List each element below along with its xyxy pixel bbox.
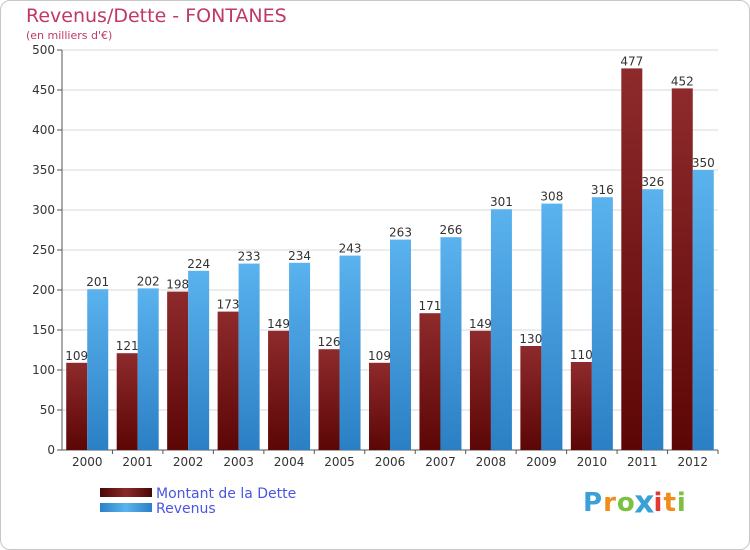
- data-label-debt-2002: 198: [166, 278, 189, 292]
- legend-label-revenue: Revenus: [156, 501, 216, 517]
- logo-letter: r: [603, 488, 617, 518]
- proxiti-logo: Proxiti: [583, 485, 687, 521]
- y-tick-label-250: 250: [32, 243, 55, 257]
- x-tick-label-2005: 2005: [324, 455, 355, 469]
- data-label-revenue-2007: 266: [440, 223, 463, 237]
- data-label-revenue-2010: 316: [591, 183, 614, 197]
- data-label-debt-2008: 149: [469, 317, 492, 331]
- logo-letter: t: [663, 488, 677, 518]
- y-tick-label-400: 400: [32, 123, 55, 137]
- x-tick-label-2002: 2002: [173, 455, 204, 469]
- logo-letter: x: [633, 485, 656, 521]
- y-tick-label-200: 200: [32, 283, 55, 297]
- x-tick-label-2006: 2006: [375, 455, 406, 469]
- y-tick-label-0: 0: [47, 443, 55, 457]
- bar-revenue-2012: [692, 170, 714, 450]
- bar-revenue-2005: [339, 255, 361, 450]
- bar-revenue-2000: [87, 289, 109, 450]
- y-tick-label-100: 100: [32, 363, 55, 377]
- data-label-revenue-2006: 263: [389, 226, 412, 240]
- bar-debt-2007: [419, 313, 441, 450]
- bar-debt-2011: [621, 68, 643, 451]
- bar-debt-2000: [66, 362, 88, 450]
- x-tick-label-2004: 2004: [274, 455, 305, 469]
- legend-label-debt: Montant de la Dette: [156, 486, 297, 502]
- bar-revenue-2006: [390, 239, 411, 450]
- bar-debt-2004: [268, 330, 290, 450]
- data-label-revenue-2004: 234: [288, 249, 311, 263]
- x-tick-label-2010: 2010: [577, 455, 608, 469]
- data-label-debt-2007: 171: [419, 299, 442, 313]
- bar-revenue-2004: [289, 262, 311, 450]
- data-label-revenue-2008: 301: [490, 195, 513, 209]
- data-label-revenue-2000: 201: [86, 275, 109, 289]
- y-tick-label-300: 300: [32, 203, 55, 217]
- x-tick-label-2007: 2007: [425, 455, 456, 469]
- bar-debt-2012: [671, 88, 693, 451]
- chart-title: Revenus/Dette - FONTANES: [26, 5, 287, 27]
- legend-swatch-debt: [100, 488, 152, 497]
- data-label-debt-2001: 121: [116, 339, 139, 353]
- bar-debt-2005: [318, 349, 340, 450]
- data-label-debt-2004: 149: [267, 317, 290, 331]
- bar-debt-2003: [217, 311, 239, 450]
- data-label-revenue-2002: 224: [187, 257, 210, 271]
- data-label-debt-2010: 110: [570, 348, 593, 362]
- y-tick-label-500: 500: [32, 43, 55, 57]
- logo-letter: P: [583, 488, 604, 518]
- bar-debt-2001: [116, 353, 138, 450]
- data-label-debt-2003: 173: [217, 298, 240, 312]
- x-tick-label-2001: 2001: [122, 455, 153, 469]
- chart-subtitle: (en milliers d'€): [26, 29, 113, 42]
- x-tick-label-2011: 2011: [627, 455, 658, 469]
- logo-letter: i: [653, 488, 664, 518]
- bar-debt-2002: [167, 291, 189, 450]
- bar-debt-2010: [570, 362, 592, 450]
- bar-debt-2009: [520, 346, 542, 450]
- y-tick-label-450: 450: [32, 83, 55, 97]
- data-label-debt-2006: 109: [368, 349, 391, 363]
- x-tick-label-2003: 2003: [223, 455, 254, 469]
- data-label-debt-2011: 477: [620, 54, 643, 68]
- bar-debt-2006: [369, 362, 390, 450]
- data-label-debt-2012: 452: [671, 74, 694, 88]
- logo-letter: o: [616, 488, 636, 518]
- x-tick-label-2012: 2012: [677, 455, 708, 469]
- data-label-revenue-2003: 233: [238, 250, 261, 264]
- data-label-debt-2009: 130: [519, 332, 542, 346]
- data-label-debt-2005: 126: [318, 335, 341, 349]
- legend-swatch-revenue: [100, 503, 152, 512]
- data-label-revenue-2012: 350: [692, 156, 715, 170]
- data-label-revenue-2001: 202: [137, 274, 160, 288]
- x-tick-label-2000: 2000: [72, 455, 103, 469]
- y-tick-label-350: 350: [32, 163, 55, 177]
- bar-revenue-2008: [490, 209, 512, 450]
- bar-revenue-2007: [440, 237, 462, 450]
- bar-revenue-2009: [541, 203, 563, 450]
- data-label-revenue-2009: 308: [540, 190, 563, 204]
- bar-debt-2008: [469, 330, 491, 450]
- logo-letter: i: [676, 488, 687, 518]
- x-tick-label-2008: 2008: [476, 455, 507, 469]
- y-tick-label-150: 150: [32, 323, 55, 337]
- bar-revenue-2002: [188, 270, 210, 450]
- data-label-revenue-2011: 326: [641, 175, 664, 189]
- data-label-revenue-2005: 243: [339, 242, 362, 256]
- x-tick-label-2009: 2009: [526, 455, 557, 469]
- bar-revenue-2003: [238, 263, 260, 450]
- bar-revenue-2011: [642, 189, 664, 450]
- bar-revenue-2010: [591, 197, 613, 450]
- y-tick-label-50: 50: [40, 403, 55, 417]
- bar-revenue-2001: [137, 288, 159, 450]
- data-label-debt-2000: 109: [65, 349, 88, 363]
